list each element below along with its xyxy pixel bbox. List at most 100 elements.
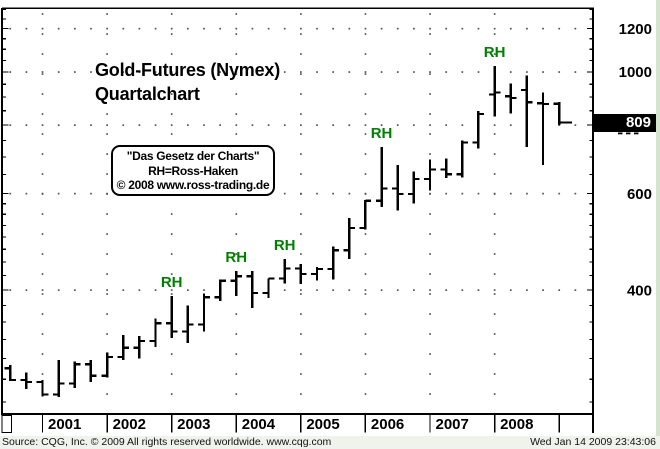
h-gridline-dot xyxy=(154,27,157,30)
h-gridline-dot xyxy=(558,27,561,30)
v-gridline-dot xyxy=(170,393,173,395)
footer-timestamp: Wed Jan 14 2009 23:43:06 xyxy=(530,436,656,448)
v-gridline-dot xyxy=(300,333,302,335)
h-gridline-dot xyxy=(25,27,28,30)
v-gridline-dot xyxy=(364,353,367,355)
x-axis-year-label: 2001 xyxy=(48,416,81,433)
v-gridline-dot xyxy=(429,373,431,375)
v-gridline-dot xyxy=(493,193,496,195)
v-gridline-dot xyxy=(300,13,302,15)
v-gridline-dot xyxy=(170,293,173,295)
h-gridline-dot xyxy=(526,289,528,291)
h-gridline-dot xyxy=(267,124,270,127)
h-gridline-dot xyxy=(348,27,351,30)
h-gridline-dot xyxy=(90,124,92,127)
v-gridline-dot xyxy=(41,13,44,15)
h-gridline-dot xyxy=(445,27,448,30)
v-gridline-dot xyxy=(235,213,238,215)
h-gridline-dot xyxy=(332,192,335,195)
h-gridline-dot xyxy=(413,71,415,73)
v-gridline-dot xyxy=(493,13,496,15)
h-gridline-dot xyxy=(57,71,60,73)
v-gridline-dot xyxy=(170,133,173,135)
v-gridline-dot xyxy=(300,253,302,255)
h-gridline-dot xyxy=(396,27,399,30)
h-gridline-dot xyxy=(461,192,464,195)
h-gridline-dot xyxy=(106,124,108,127)
v-gridline-dot xyxy=(429,333,431,335)
h-gridline-dot xyxy=(574,124,577,127)
v-gridline-dot xyxy=(235,93,238,95)
h-gridline-dot xyxy=(187,27,189,30)
h-gridline-dot xyxy=(348,124,351,127)
v-gridline-dot xyxy=(41,173,44,175)
v-gridline-dot xyxy=(106,273,108,275)
y-axis-label: 1200 xyxy=(619,21,652,38)
v-gridline-dot xyxy=(493,293,496,295)
v-gridline-dot xyxy=(41,313,44,315)
h-gridline-dot xyxy=(526,71,528,73)
price-box-dash xyxy=(634,132,639,135)
h-gridline-dot xyxy=(9,71,12,73)
h-gridline-dot xyxy=(574,27,577,30)
v-gridline-dot xyxy=(493,353,496,355)
v-gridline-dot xyxy=(429,213,431,215)
h-gridline-dot xyxy=(73,289,76,291)
v-gridline-dot xyxy=(170,233,173,235)
v-gridline-dot xyxy=(41,253,44,255)
v-gridline-dot xyxy=(493,253,496,255)
h-gridline-dot xyxy=(25,124,28,127)
h-gridline-dot xyxy=(90,27,92,30)
v-gridline-dot xyxy=(364,73,367,75)
v-gridline-dot xyxy=(364,233,367,235)
h-gridline-dot xyxy=(203,71,205,73)
v-gridline-dot xyxy=(364,273,367,275)
v-gridline-dot xyxy=(364,293,367,295)
v-gridline-dot xyxy=(493,373,496,375)
h-gridline-dot xyxy=(90,71,92,73)
h-gridline-dot xyxy=(187,124,189,127)
h-gridline-dot xyxy=(526,192,528,195)
v-gridline-dot xyxy=(170,73,173,75)
h-gridline-dot xyxy=(509,124,512,127)
h-gridline-dot xyxy=(509,71,512,73)
v-gridline-dot xyxy=(41,73,44,75)
v-gridline-dot xyxy=(106,53,108,55)
ross-hook-label: RH xyxy=(371,125,393,142)
chart-title: Gold-Futures (Nymex) Quartalchart xyxy=(95,58,280,106)
h-gridline-dot xyxy=(203,27,205,30)
h-gridline-dot xyxy=(396,71,399,73)
x-axis-year-label: 2007 xyxy=(435,416,468,433)
v-gridline-dot xyxy=(300,173,302,175)
h-gridline-dot xyxy=(332,71,335,73)
v-gridline-dot xyxy=(106,293,108,295)
h-gridline-dot xyxy=(348,192,351,195)
h-gridline-dot xyxy=(509,289,512,291)
h-gridline-dot xyxy=(558,289,561,291)
v-gridline-dot xyxy=(364,253,367,255)
v-gridline-dot xyxy=(300,53,302,55)
h-gridline-dot xyxy=(267,71,270,73)
v-gridline-dot xyxy=(41,293,44,295)
h-gridline-dot xyxy=(170,289,173,291)
h-gridline-dot xyxy=(574,289,577,291)
info-box-line1: "Das Gesetz der Charts" xyxy=(126,149,260,163)
h-gridline-dot xyxy=(574,192,577,195)
h-gridline-dot xyxy=(445,71,448,73)
h-gridline-dot xyxy=(235,71,238,73)
v-gridline-dot xyxy=(300,213,302,215)
h-gridline-dot xyxy=(300,289,302,291)
h-gridline-dot xyxy=(316,192,318,195)
v-gridline-dot xyxy=(364,133,367,135)
h-gridline-dot xyxy=(574,71,577,73)
v-gridline-dot xyxy=(170,253,173,255)
h-gridline-dot xyxy=(364,71,367,73)
h-gridline-dot xyxy=(364,124,367,127)
h-gridline-dot xyxy=(9,124,12,127)
h-gridline-dot xyxy=(9,192,12,195)
v-gridline-dot xyxy=(493,153,496,155)
h-gridline-dot xyxy=(542,192,544,195)
h-gridline-dot xyxy=(283,27,286,30)
v-gridline-dot xyxy=(364,313,367,315)
